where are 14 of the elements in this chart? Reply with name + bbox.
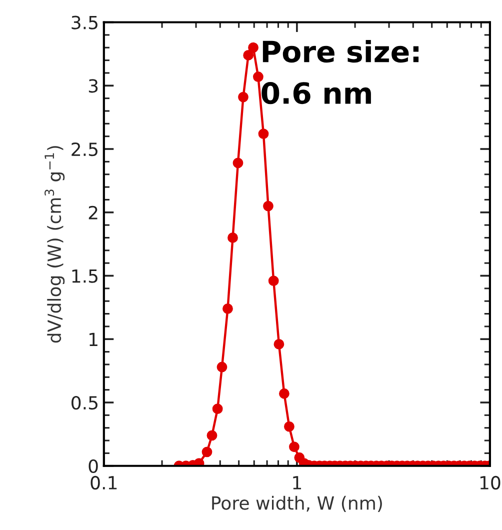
x-tick-label: 10: [480, 476, 500, 490]
y-tick-label: 3: [88, 79, 98, 93]
y-tick-label: 1: [90, 332, 98, 346]
x-tick-label: 0.1: [90, 476, 117, 490]
x-tick-label: 1: [293, 476, 302, 490]
y-tick-label: 0.5: [72, 396, 98, 410]
y-tick-label: 2: [88, 206, 98, 220]
y-axis-title: dV/dlog (W) (cm$^{3}$ g$^{−1}$): [44, 146, 65, 343]
y-tick-label: 0: [88, 459, 98, 473]
y-tick-label: 1.5: [72, 269, 98, 283]
x-axis-title: Pore width, W (nm): [212, 496, 382, 512]
y-tick-label: 2.5: [72, 142, 98, 156]
y-tick-label: 3.5: [72, 16, 98, 30]
annotation: Pore size: 0.6 nm: [262, 40, 419, 104]
